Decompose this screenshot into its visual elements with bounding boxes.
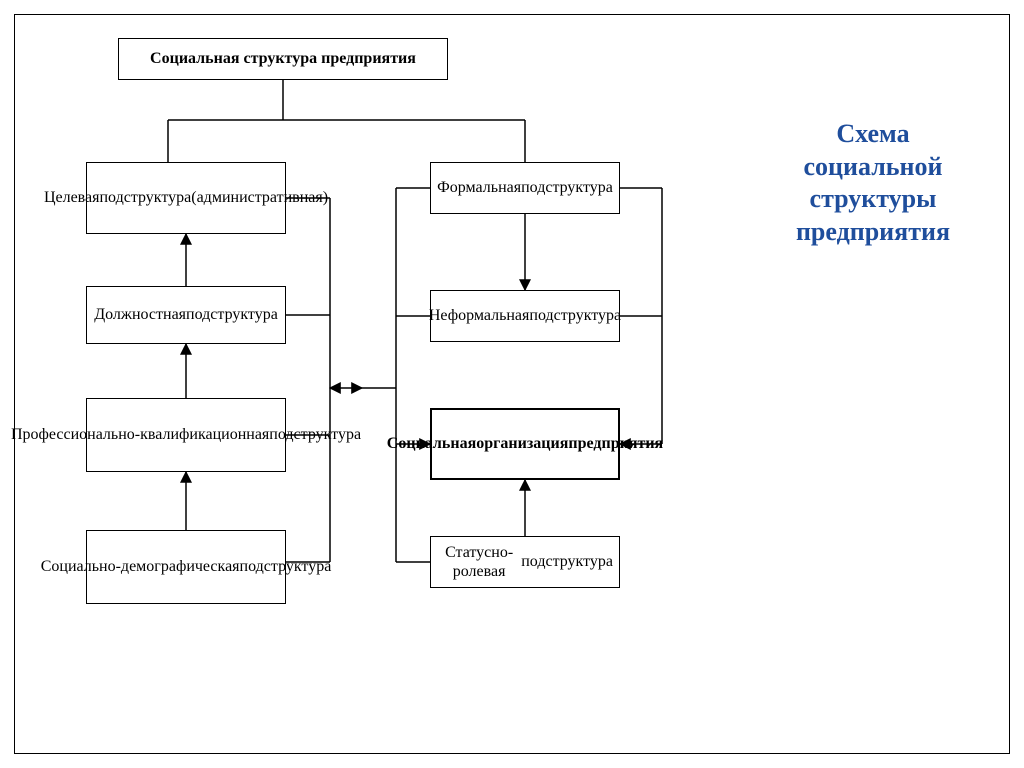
node-status: Статусно-ролеваяподструктура — [430, 536, 620, 588]
node-target: Целеваяподструктура(административная) — [86, 162, 286, 234]
page-title: Схемасоциальнойструктурыпредприятия — [748, 118, 998, 248]
node-profqual: Профессионально-квалификационнаяподструк… — [86, 398, 286, 472]
node-socdemo: Социально-демографическаяподструктура — [86, 530, 286, 604]
node-socorg: Социальнаяорганизацияпредприятия — [430, 408, 620, 480]
node-formal: Формальнаяподструктура — [430, 162, 620, 214]
node-informal: Неформальнаяподструктура — [430, 290, 620, 342]
node-root: Социальная структура предприятия — [118, 38, 448, 80]
node-position: Должностнаяподструктура — [86, 286, 286, 344]
